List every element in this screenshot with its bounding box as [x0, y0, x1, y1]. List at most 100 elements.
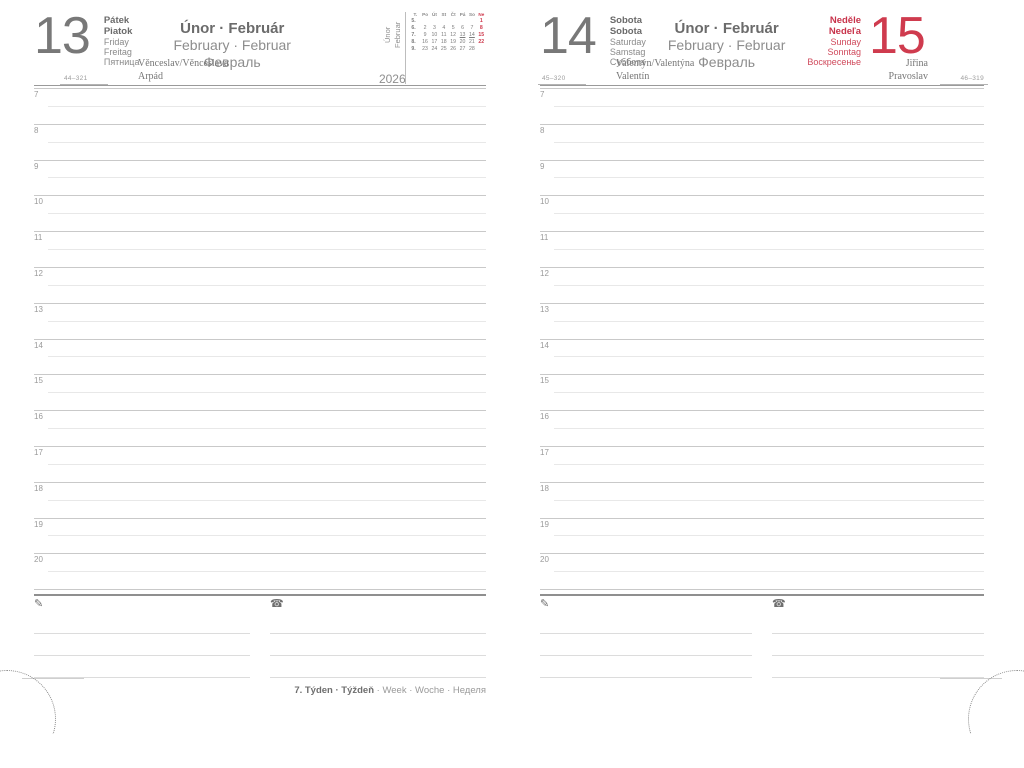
half-hour-rule [48, 428, 486, 430]
dayname-sk: Piatok [103, 25, 133, 37]
mini-calendar-day[interactable]: 3 [432, 25, 436, 32]
hour-row-11[interactable]: 11 [34, 231, 486, 267]
notes-col-phone-left[interactable]: ☎ [270, 596, 486, 678]
mini-calendar-day[interactable]: 16 [422, 39, 428, 46]
hour-row-8[interactable]: 8 [540, 123, 984, 160]
hour-row-9[interactable]: 9 [34, 159, 486, 196]
mini-calendar-day[interactable]: 14 [469, 32, 475, 39]
hour-row-13[interactable]: 13 [540, 302, 984, 339]
mini-calendar-day[interactable]: 7 [470, 25, 474, 32]
notes-col-phone-right[interactable]: ☎ [772, 596, 984, 678]
hour-row-17[interactable]: 17 [34, 445, 486, 482]
mini-calendar-day[interactable]: 22 [478, 39, 485, 46]
hour-label-17: 17 [34, 447, 43, 457]
pencil-icon: ✎ [34, 597, 44, 610]
hour-row-19[interactable]: 19 [540, 517, 984, 554]
hour-rule [34, 445, 486, 447]
mini-calendar-day[interactable] [477, 46, 486, 53]
mini-calendar-day[interactable]: 17 [431, 39, 438, 46]
hour-row-12[interactable]: 12 [34, 266, 486, 303]
hour-row-16[interactable]: 16 [540, 410, 984, 446]
month-title-left: Únor · Február February · Februar Феврал… [173, 14, 290, 70]
hour-row-15[interactable]: 15 [540, 374, 984, 410]
half-hour-rule [554, 356, 984, 358]
hour-label-20: 20 [540, 555, 549, 565]
hour-label-15: 15 [34, 376, 43, 386]
month-cs-sk: Únor · Február [180, 20, 285, 37]
mini-calendar-day[interactable]: 15 [478, 32, 485, 39]
month-cs-sk: Únor · Február [674, 20, 779, 37]
mini-calendar-day[interactable]: 1 [479, 18, 483, 25]
month-ru: Февраль [203, 53, 261, 70]
mini-calendar-day[interactable]: 21 [469, 39, 475, 46]
hour-row-17[interactable]: 17 [540, 445, 984, 482]
hour-row-13[interactable]: 13 [34, 302, 486, 339]
hour-label-18: 18 [34, 483, 43, 493]
hour-row-8[interactable]: 8 [34, 123, 486, 160]
hour-row-9[interactable]: 9 [540, 159, 984, 196]
hour-row-18[interactable]: 18 [34, 481, 486, 518]
notes-columns-left: ✎ ☎ [34, 596, 486, 678]
nameday-13-line1: Věnceslav/Věnceslava [138, 58, 229, 70]
hour-rule [540, 302, 984, 304]
mini-calendar-day[interactable]: 6 [461, 25, 464, 32]
hour-rule [540, 481, 984, 483]
mini-calendar-day[interactable]: 20 [459, 39, 466, 46]
hour-row-14[interactable]: 14 [34, 338, 486, 375]
mini-calendar-day[interactable]: 26 [450, 46, 457, 53]
half-hour-rule [554, 177, 984, 179]
hour-row-10[interactable]: 10 [540, 195, 984, 231]
half-hour-rule [554, 571, 984, 573]
mini-calendar-day[interactable]: 19 [450, 39, 457, 46]
hour-rule [540, 159, 984, 161]
hour-row-7[interactable]: 7 [34, 88, 486, 124]
half-hour-rule [48, 320, 486, 322]
mini-calendar-day[interactable]: 27 [459, 46, 466, 53]
daycount-rule-15 [940, 84, 988, 85]
hour-label-16: 16 [34, 412, 43, 422]
mc-th-7: Ne [478, 11, 485, 17]
mini-calendar-day[interactable]: 28 [469, 46, 475, 53]
hour-row-14[interactable]: 14 [540, 338, 984, 375]
hour-label-8: 8 [540, 125, 545, 135]
mini-calendar-row: 6. 2 3 4 5 6 7 8 [410, 25, 486, 32]
hour-row-15[interactable]: 15 [34, 374, 486, 410]
notes-col-memo-right[interactable]: ✎ [540, 596, 752, 678]
hour-row-12[interactable]: 12 [540, 266, 984, 303]
mini-calendar-day[interactable]: 5 [451, 25, 455, 32]
mini-calendar-day[interactable]: 10 [431, 32, 438, 39]
mini-calendar-day[interactable]: 18 [440, 39, 447, 46]
mini-calendar-day[interactable]: 24 [431, 46, 438, 53]
half-hour-rule [554, 535, 984, 537]
hour-row-7[interactable]: 7 [540, 88, 984, 124]
hour-row-16[interactable]: 16 [34, 410, 486, 446]
mini-calendar-day[interactable]: 25 [440, 46, 447, 53]
daycount-rule-14 [538, 84, 586, 85]
hour-row-10[interactable]: 10 [34, 195, 486, 231]
mini-calendar-day[interactable]: 8 [479, 25, 483, 32]
hour-rule [34, 553, 486, 555]
hour-row-11[interactable]: 11 [540, 231, 984, 267]
mini-calendar-day[interactable]: 23 [422, 46, 428, 53]
hour-grid-left: 7 8 9 10 11 12 13 14 15 16 17 18 19 20 [34, 86, 486, 591]
hour-rule [34, 266, 486, 268]
note-line [270, 654, 486, 656]
diary-spread: 13 Pátek Piatok Friday Freitag Пятница Ú… [0, 10, 1024, 734]
hour-row-20[interactable]: 20 [34, 553, 486, 589]
dayname-ru: Суббота [609, 57, 646, 68]
mini-calendar-day[interactable]: 11 [441, 32, 447, 39]
mini-calendar-day[interactable]: 2 [423, 25, 427, 32]
mini-calendar-day[interactable]: 12 [450, 32, 457, 39]
mini-calendar-row: 9. 23 24 25 26 27 28 [410, 46, 486, 53]
mini-calendar-day[interactable]: 13 [459, 32, 466, 39]
corner-rule-right [940, 678, 1002, 679]
hour-row-18[interactable]: 18 [540, 481, 984, 518]
half-hour-rule [48, 356, 486, 358]
notes-col-memo-left[interactable]: ✎ [34, 596, 250, 678]
hour-row-20[interactable]: 20 [540, 553, 984, 589]
mini-calendar-day[interactable]: 9 [423, 32, 427, 39]
mini-calendar-day[interactable]: 4 [442, 25, 446, 32]
hour-row-19[interactable]: 19 [34, 517, 486, 554]
half-hour-rule [554, 141, 984, 143]
nameday-15: Jiřina Pravoslav [889, 58, 928, 84]
